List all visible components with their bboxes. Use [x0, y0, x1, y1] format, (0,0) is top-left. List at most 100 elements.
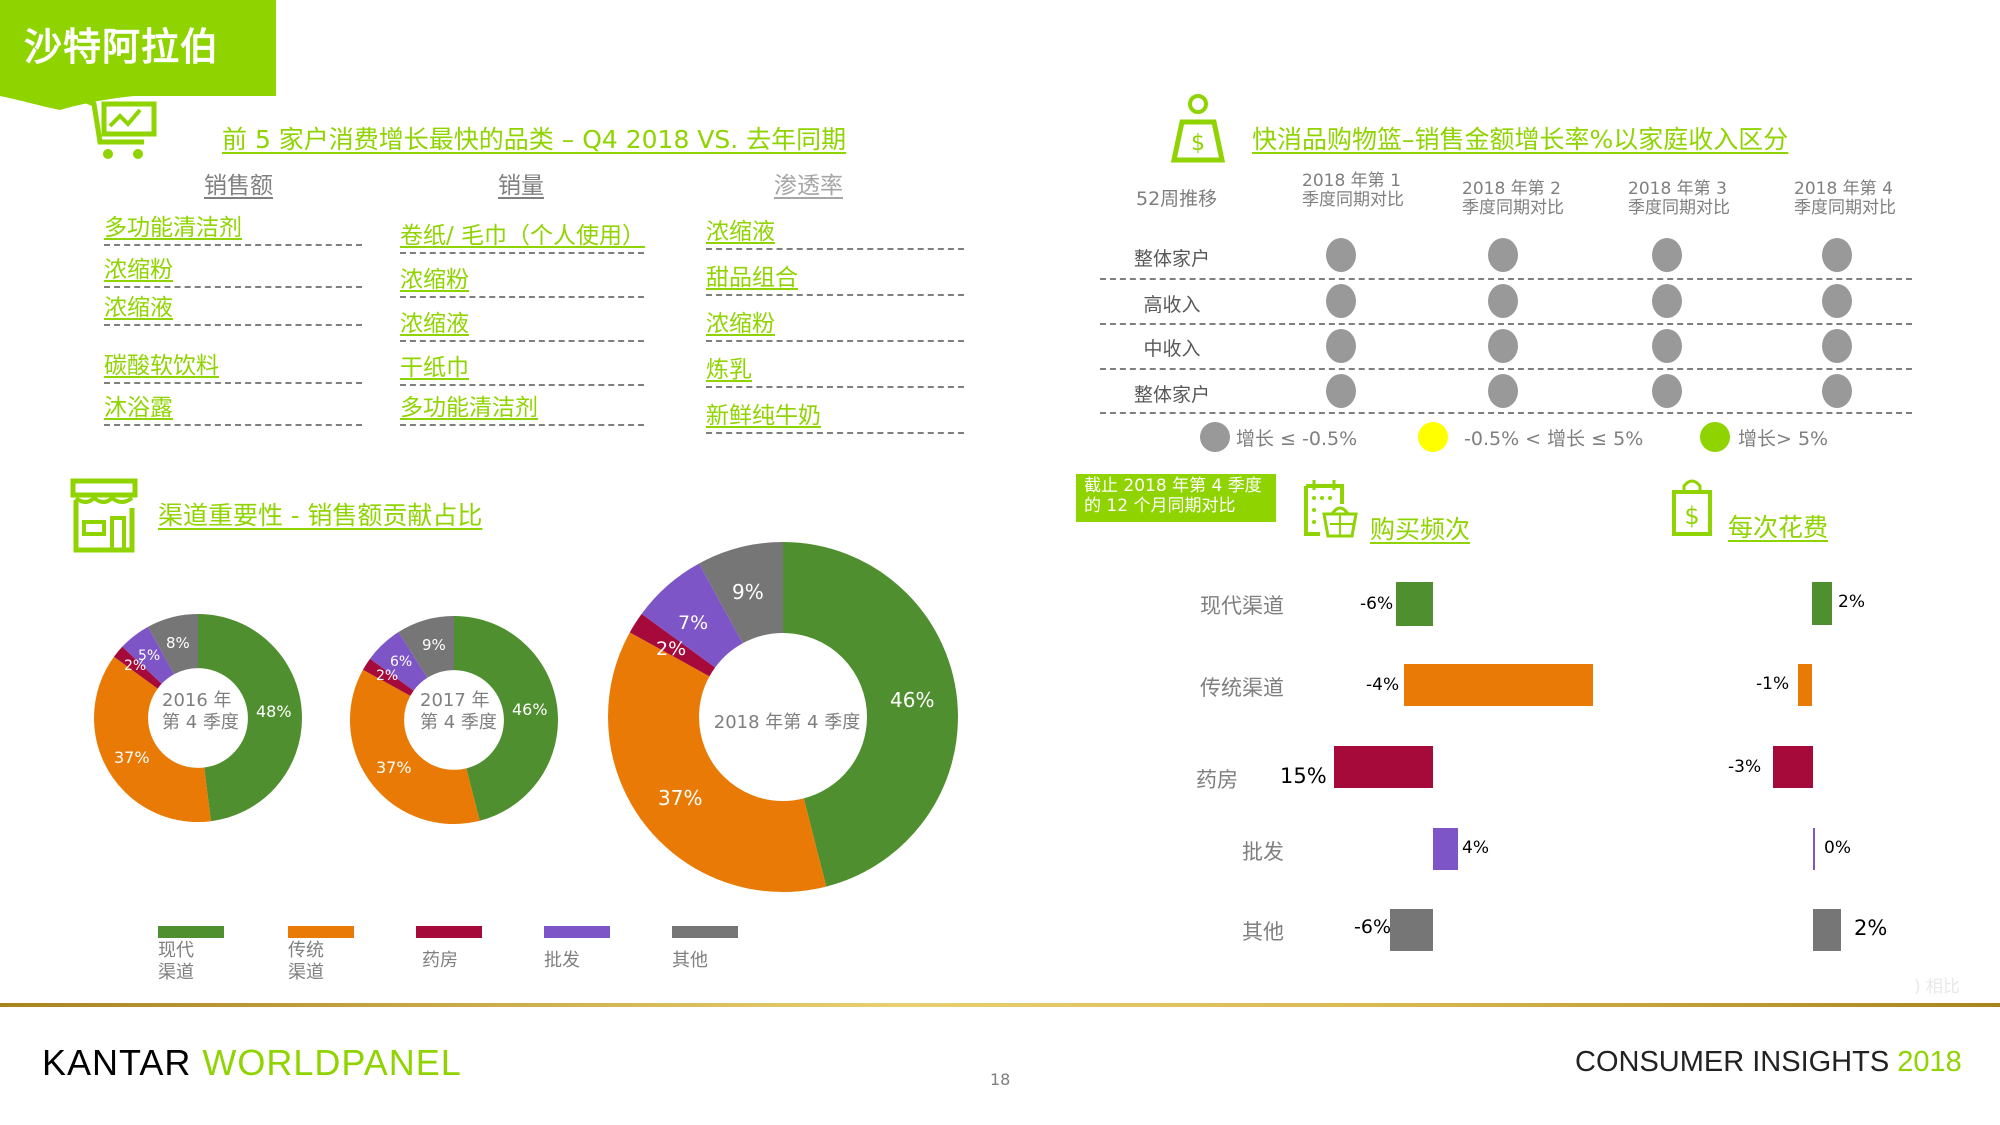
frequency-value-modern: -6% [1360, 594, 1394, 614]
penetration-item-3: 浓缩粉 [706, 304, 964, 342]
volume-item-2: 浓缩粉 [400, 260, 644, 298]
sales-item-4: 碳酸软饮料 [104, 346, 362, 384]
spend-bar-other [1813, 909, 1841, 951]
legend-label-modern: 现代渠道 [158, 940, 194, 983]
status-dot [1652, 374, 1682, 408]
status-dot [1326, 329, 1356, 363]
logo-worldpanel: WORLDPANEL [202, 1042, 462, 1083]
frequency-bar-pharmacy [1334, 746, 1433, 788]
legend-swatch-pharmacy [416, 926, 482, 938]
penetration-item-2: 甜品组合 [706, 258, 964, 296]
col-header-q1: 2018 年第 1 季度同期对比 [1302, 171, 1404, 210]
donut-chart-2018 [608, 542, 958, 892]
penetration-item-5: 新鲜纯牛奶 [706, 396, 964, 434]
banner-wave [0, 70, 276, 110]
frequency-bar-modern [1396, 582, 1433, 626]
legend-swatch-other [672, 926, 738, 938]
spend-bar-modern [1812, 582, 1832, 625]
sales-item-1: 多功能清洁剂 [104, 208, 362, 246]
sales-item-5: 沐浴露 [104, 388, 362, 426]
spend-bar-traditional [1798, 664, 1812, 706]
page-number: 18 [990, 1070, 1011, 1089]
report-name-text: CONSUMER INSIGHTS [1575, 1046, 1890, 1078]
period-note-badge: 截止 2018 年第 4 季度的 12 个月同期对比 [1076, 474, 1276, 522]
donut-2016-label-modern: 48% [256, 702, 292, 721]
legend-dot-flat [1418, 422, 1448, 452]
penetration-item-1: 浓缩液 [706, 212, 964, 250]
legend-label-decline: 增长 ≤ -0.5% [1236, 428, 1358, 450]
legend-label-flat: -0.5% < 增长 ≤ 5% [1464, 428, 1644, 450]
spend-bar-wholesale [1813, 828, 1815, 870]
bar-category-other: 其他 [1242, 920, 1284, 944]
donut-2017-label-wholesale: 6% [390, 654, 413, 670]
row-label-high-income: 高收入 [1143, 294, 1201, 316]
donut-2016-label-pharmacy: 2% [124, 658, 147, 674]
legend-swatch-modern [158, 926, 224, 938]
volume-item-3: 浓缩液 [400, 304, 644, 342]
donut-2017-center-label: 2017 年第 4 季度 [420, 690, 497, 733]
faint-note: ) 相比 [1914, 977, 1961, 997]
frequency-bar-other [1390, 909, 1433, 951]
donut-2016-label-other: 8% [166, 634, 190, 652]
donut-chart-2016 [94, 614, 302, 822]
donut-2016-center-label: 2016 年第 4 季度 [162, 690, 239, 733]
status-dot [1822, 238, 1852, 272]
donut-2018-label-traditional: 37% [658, 786, 703, 810]
row-label-total-1: 整体家户 [1133, 248, 1210, 270]
column-heading-volume: 销量 [498, 173, 544, 199]
kantar-logo: KANTAR WORLDPANEL [42, 1042, 462, 1084]
bar-category-pharmacy: 药房 [1196, 768, 1238, 792]
donut-2017-label-modern: 46% [512, 700, 548, 719]
legend-label-traditional: 传统渠道 [288, 940, 324, 983]
frequency-bar-traditional [1404, 664, 1593, 706]
donut-2016-label-traditional: 37% [114, 748, 150, 767]
frequency-title: 购买频次 [1370, 515, 1471, 544]
legend-label-other: 其他 [672, 950, 708, 971]
channel-section-title: 渠道重要性 - 销售额贡献占比 [158, 501, 483, 530]
volume-item-5: 多功能清洁剂 [400, 388, 644, 426]
column-heading-sales: 销售额 [204, 173, 273, 199]
page-title: 沙特阿拉伯 [24, 25, 220, 69]
volume-item-1: 卷纸/ 毛巾（个人使用） [400, 216, 645, 254]
status-dot [1488, 329, 1518, 363]
bar-category-modern: 现代渠道 [1200, 594, 1284, 618]
donut-2018-label-pharmacy: 2% [656, 638, 687, 660]
status-dot [1488, 238, 1518, 272]
frequency-bar-wholesale [1433, 828, 1458, 870]
cart-trend-icon [83, 97, 157, 159]
row-divider [1100, 323, 1912, 325]
sales-item-3: 浓缩液 [104, 288, 362, 326]
frequency-value-wholesale: 4% [1462, 838, 1489, 858]
penetration-item-4: 炼乳 [706, 350, 964, 388]
bar-category-traditional: 传统渠道 [1200, 676, 1284, 700]
row-divider [1100, 368, 1912, 370]
spend-value-wholesale: 0% [1824, 838, 1851, 858]
report-name: CONSUMER INSIGHTS 2018 [1575, 1046, 1962, 1079]
svg-text:$: $ [1191, 131, 1205, 156]
status-dot [1488, 284, 1518, 318]
col-header-q2: 2018 年第 2 季度同期对比 [1462, 179, 1564, 218]
frequency-value-other: -6% [1354, 916, 1391, 938]
row-divider [1100, 412, 1912, 414]
footer-divider [0, 1003, 2000, 1007]
legend-label-pharmacy: 药房 [422, 950, 458, 971]
donut-2018-center-label: 2018 年第 4 季度 [713, 712, 861, 733]
row-label-mid-income: 中收入 [1143, 338, 1201, 360]
donut-2018-label-other: 9% [732, 580, 764, 604]
col-header-q3: 2018 年第 3 季度同期对比 [1628, 179, 1730, 218]
legend-dot-growth [1700, 422, 1730, 452]
report-year: 2018 [1897, 1046, 1962, 1078]
svg-text:$: $ [1684, 502, 1699, 530]
status-dot [1822, 374, 1852, 408]
legend-swatch-wholesale [544, 926, 610, 938]
status-dot [1326, 284, 1356, 318]
status-dot [1326, 374, 1356, 408]
donut-2018-label-wholesale: 7% [678, 612, 709, 634]
donut-2016-label-wholesale: 5% [138, 648, 161, 664]
donut-chart-2017 [350, 616, 558, 824]
bar-category-wholesale: 批发 [1242, 840, 1284, 864]
status-dot [1326, 238, 1356, 272]
volume-item-4: 干纸巾 [400, 348, 644, 386]
donut-2017-label-traditional: 37% [376, 758, 412, 777]
donut-2017-label-other: 9% [422, 636, 446, 654]
